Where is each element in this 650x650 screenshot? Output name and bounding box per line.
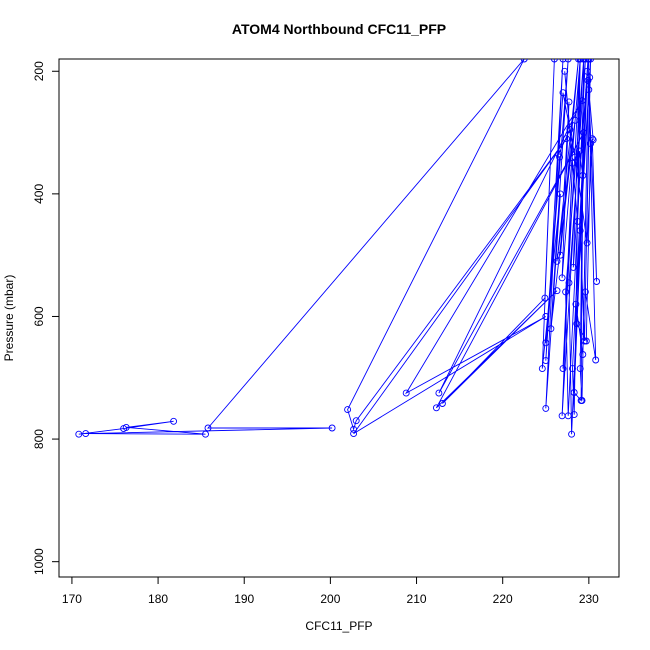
- data-point: [582, 337, 590, 345]
- data-point: [578, 97, 586, 105]
- x-tick-label: 210: [407, 592, 427, 606]
- data-point: [562, 135, 570, 143]
- data-point: [580, 129, 588, 137]
- data-point: [122, 423, 130, 431]
- data-point: [170, 417, 178, 425]
- data-point: [352, 417, 360, 425]
- data-point: [569, 263, 577, 271]
- data-point: [553, 257, 561, 265]
- data-point: [559, 59, 567, 63]
- data-point: [402, 389, 410, 397]
- y-tick-label: 200: [32, 61, 46, 81]
- data-point: [438, 400, 446, 407]
- data-point: [576, 365, 584, 373]
- data-point: [565, 279, 573, 287]
- data-point: [350, 425, 358, 433]
- data-point: [570, 411, 578, 419]
- data-point: [542, 339, 550, 347]
- x-tick-label: 170: [62, 592, 82, 606]
- data-point: [559, 89, 567, 97]
- data-point: [561, 67, 569, 75]
- data-point: [547, 325, 555, 333]
- data-point: [550, 59, 558, 63]
- data-point: [593, 278, 601, 285]
- data-point: [585, 59, 593, 63]
- x-tick-label: 220: [493, 592, 513, 606]
- data-point: [583, 239, 591, 247]
- data-point: [350, 430, 358, 438]
- plot-frame: [58, 58, 620, 578]
- y-tick-label: 600: [32, 306, 46, 326]
- y-axis-label: Pressure (mbar): [2, 275, 16, 362]
- data-point: [344, 406, 352, 414]
- data-point: [562, 288, 570, 296]
- data-point: [572, 300, 580, 308]
- data-point: [569, 365, 576, 373]
- x-axis-label: CFC11_PFP: [305, 619, 372, 633]
- data-point: [573, 320, 581, 328]
- data-point: [538, 365, 546, 373]
- data-point: [432, 404, 440, 412]
- data-point: [82, 430, 90, 438]
- data-point: [576, 227, 584, 235]
- data-point: [558, 274, 566, 282]
- chart-title: ATOM4 Northbound CFC11_PFP: [232, 21, 446, 37]
- series-line: [78, 59, 598, 435]
- x-tick-label: 200: [320, 592, 340, 606]
- data-point: [571, 153, 579, 161]
- data-point: [589, 136, 597, 144]
- data-point: [556, 190, 564, 198]
- data-point: [564, 59, 572, 63]
- data-point: [542, 357, 550, 365]
- y-tick-label: 1000: [32, 548, 46, 575]
- data-point: [565, 98, 573, 106]
- data-point: [542, 404, 550, 412]
- y-tick-label: 800: [32, 429, 46, 449]
- y-tick-label: 400: [32, 184, 46, 204]
- data-point: [555, 150, 563, 158]
- data-point: [559, 365, 567, 373]
- data-point: [588, 135, 596, 143]
- data-point: [553, 287, 561, 295]
- x-tick-label: 230: [579, 592, 599, 606]
- x-tick-label: 190: [234, 592, 254, 606]
- data-point: [592, 356, 600, 364]
- data-point: [204, 424, 212, 432]
- data-point: [575, 147, 583, 155]
- x-tick-label: 180: [148, 592, 168, 606]
- data-point: [328, 424, 336, 432]
- series-layer: [75, 59, 601, 438]
- data-point: [579, 351, 587, 358]
- data-point: [566, 126, 574, 133]
- data-point: [435, 389, 443, 397]
- data-point: [571, 116, 579, 124]
- data-point: [75, 430, 83, 438]
- data-point: [520, 59, 528, 63]
- data-point: [542, 313, 550, 320]
- y-axis: 200 400 600 800 1000: [32, 61, 60, 575]
- data-point: [576, 59, 584, 63]
- data-point: [569, 159, 576, 167]
- data-point: [579, 172, 587, 179]
- data-point: [570, 389, 578, 396]
- data-point: [574, 217, 582, 225]
- data-point: [581, 288, 589, 296]
- data-point: [541, 294, 549, 302]
- data-point: [584, 77, 592, 84]
- data-point: [556, 153, 564, 161]
- data-point: [568, 430, 576, 438]
- data-point: [585, 86, 593, 94]
- data-point: [587, 59, 595, 63]
- data-point: [556, 251, 564, 259]
- data-point: [202, 430, 209, 438]
- x-axis: 170 180 190 200 210 220 230: [62, 576, 599, 606]
- plot-area: [75, 59, 601, 438]
- data-point: [581, 337, 588, 345]
- data-point: [578, 397, 586, 404]
- data-point: [583, 67, 591, 75]
- data-point: [580, 59, 588, 63]
